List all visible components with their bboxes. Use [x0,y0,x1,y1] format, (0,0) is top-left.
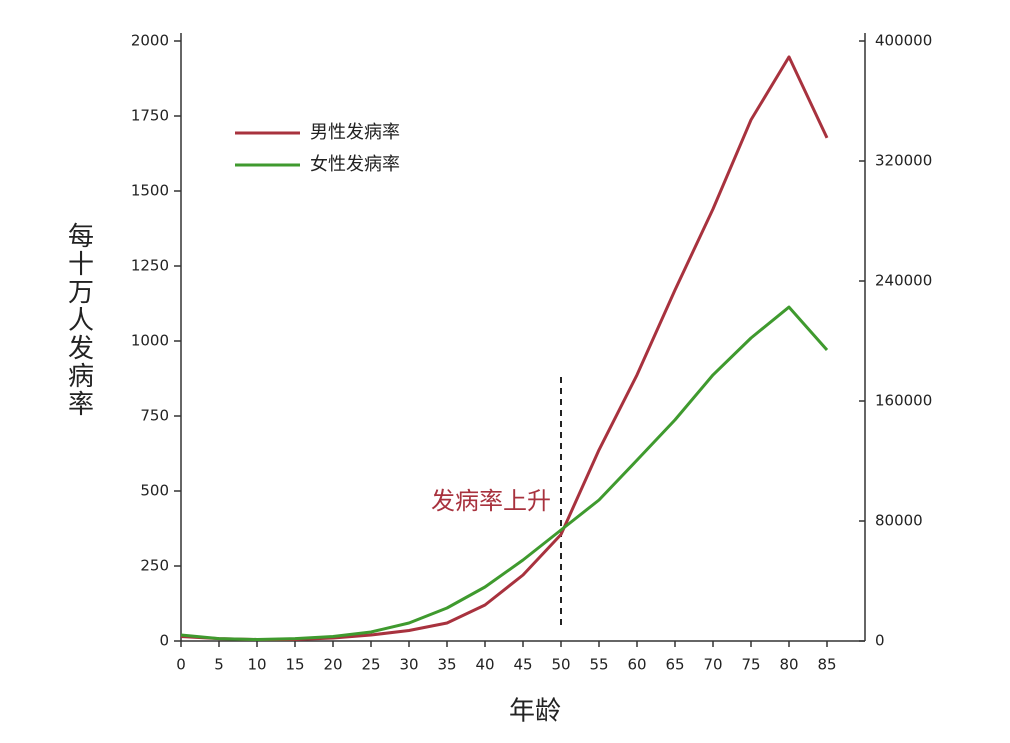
x-tick-label: 15 [285,656,304,674]
x-tick-label: 30 [399,656,418,674]
y-tick-label: 1250 [131,257,169,275]
y2-tick-label: 80000 [875,512,923,530]
y2-tick-label: 160000 [875,392,932,410]
legend-label: 男性发病率 [310,122,400,143]
x-tick-label: 0 [176,656,186,674]
x-tick-label: 75 [741,656,760,674]
x-tick-label: 60 [627,656,646,674]
series-line [180,55,829,641]
x-tick-label: 55 [589,656,608,674]
y2-tick-label: 400000 [875,32,932,50]
y-tick-label: 2000 [131,32,169,50]
legend-label: 女性发病率 [310,154,400,175]
y-tick-label: 1000 [131,332,169,350]
x-tick-label: 45 [513,656,532,674]
x-tick-label: 10 [247,656,266,674]
x-tick-label: 20 [323,656,342,674]
x-tick-label: 85 [817,656,836,674]
y2-tick-label: 240000 [875,272,932,290]
y-tick-label: 250 [140,557,169,575]
y-tick-label: 500 [140,482,169,500]
x-tick-label: 50 [551,656,570,674]
x-tick-label: 5 [214,656,224,674]
x-axis-title: 年龄 [509,697,561,727]
y-tick-label: 1750 [131,107,169,125]
annotation-text: 发病率上升 [431,487,551,515]
x-tick-label: 35 [437,656,456,674]
x-tick-label: 40 [475,656,494,674]
x-tick-label: 65 [665,656,684,674]
y-tick-label: 0 [159,632,169,650]
y2-tick-label: 320000 [875,152,932,170]
y-tick-label: 750 [140,407,169,425]
x-tick-label: 25 [361,656,380,674]
x-tick-label: 70 [703,656,722,674]
y-axis-title: 每十万人发病率 [64,222,94,418]
y-tick-label: 1500 [131,182,169,200]
series-line [180,305,829,641]
y2-tick-label: 0 [875,632,885,650]
x-tick-label: 80 [779,656,798,674]
